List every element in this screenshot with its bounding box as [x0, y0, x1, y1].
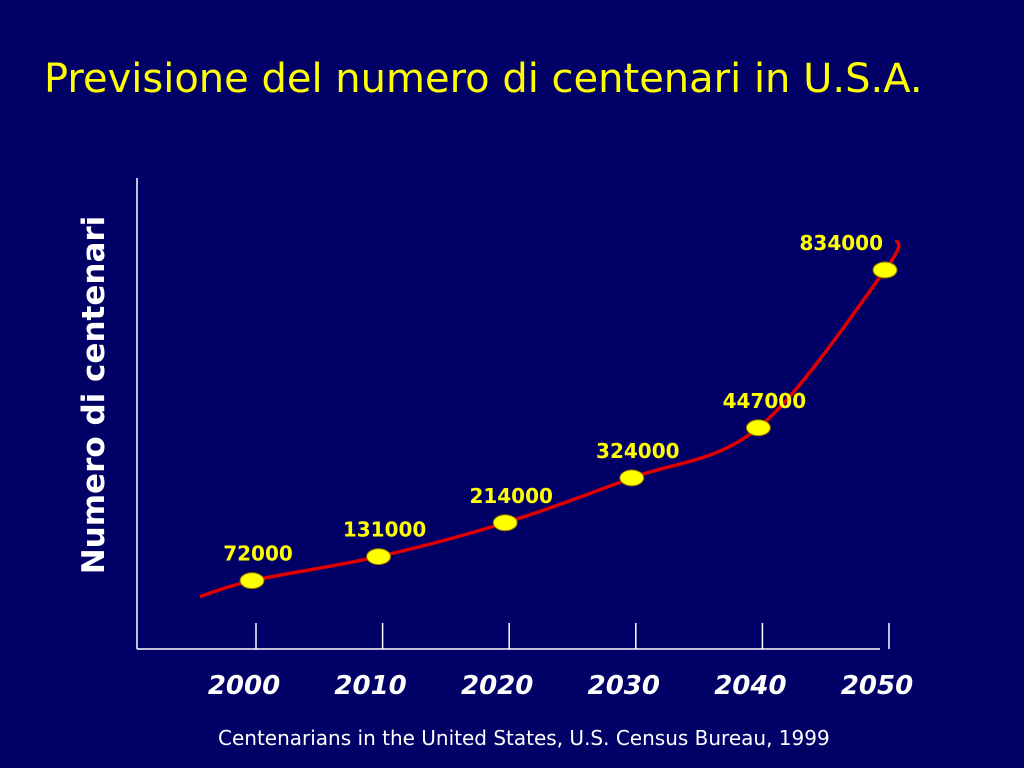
data-markers — [239, 261, 898, 590]
x-tick-label-2000: 2000 — [208, 671, 280, 701]
data-label-2010: 131000 — [343, 518, 427, 542]
data-point-2000 — [239, 572, 265, 590]
x-tick-label-2010: 2010 — [334, 671, 406, 701]
x-tick-label-2050: 2050 — [841, 671, 913, 701]
data-labels: 72000 131000 214000 324000 447000 834000 — [223, 231, 883, 566]
y-axis-label: Numero di centenari — [76, 216, 112, 575]
slide-title: Previsione del numero di centenari in U.… — [44, 56, 923, 102]
data-point-2030 — [619, 469, 645, 487]
data-label-2050: 834000 — [800, 231, 884, 255]
data-point-2020 — [492, 514, 518, 532]
data-label-2020: 214000 — [469, 484, 553, 508]
data-label-2040: 447000 — [723, 389, 807, 413]
x-ticks — [255, 623, 890, 649]
x-tick-label-2040: 2040 — [714, 671, 786, 701]
x-tick-label-2030: 2030 — [588, 671, 660, 701]
data-label-2030: 324000 — [596, 439, 680, 463]
series-curve — [199, 239, 901, 599]
source-citation: Centenarians in the United States, U.S. … — [218, 726, 830, 750]
data-label-2000: 72000 — [223, 542, 293, 566]
data-point-2050 — [872, 261, 898, 279]
x-tick-labels: 2000 2010 2020 2030 2040 2050 — [208, 671, 913, 701]
data-point-2010 — [366, 548, 392, 566]
x-tick-label-2020: 2020 — [461, 671, 533, 701]
data-point-2040 — [745, 419, 771, 437]
